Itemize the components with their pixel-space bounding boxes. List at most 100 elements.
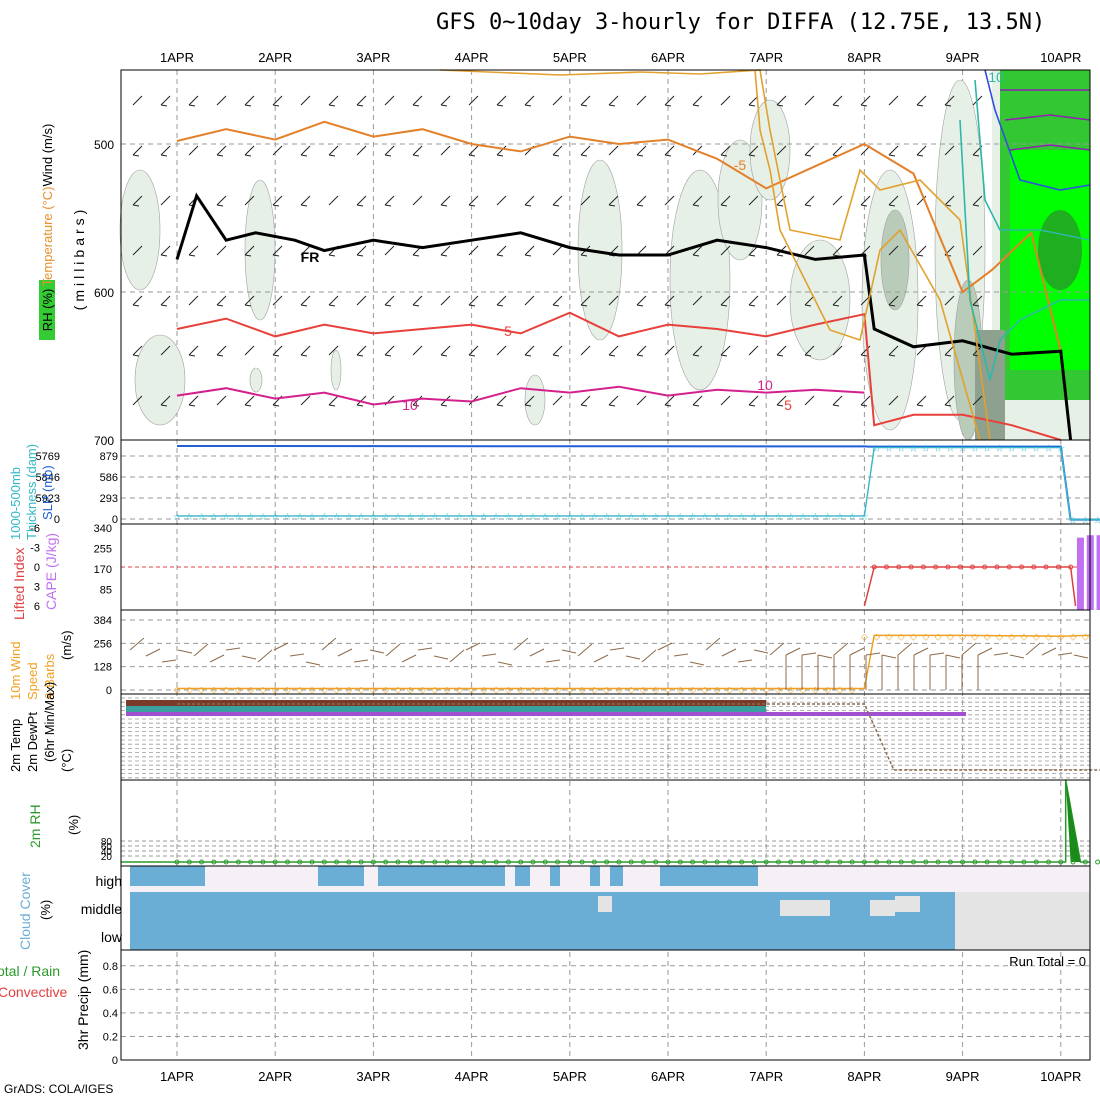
wind-barb	[664, 95, 675, 107]
temp-purple-band	[126, 712, 966, 716]
wind-barb	[356, 295, 367, 306]
ylabel-temp-2m: 2m DewPt	[25, 712, 40, 772]
wind-barb	[160, 95, 171, 107]
li-marker	[1043, 564, 1049, 570]
thickness-marker: ☆	[344, 512, 353, 523]
wind-barb	[860, 395, 871, 407]
thickness-marker: ☆	[811, 512, 820, 523]
wind-barb	[580, 95, 591, 107]
wind-barb	[552, 395, 563, 406]
rh-2m-marker	[1082, 859, 1088, 865]
rh-2m-marker	[542, 859, 548, 865]
wind-speed-marker: ◇	[309, 685, 316, 695]
thickness-marker: ☆	[1069, 516, 1078, 527]
wind-barb	[188, 95, 199, 107]
rh-2m-marker	[763, 859, 769, 865]
rh-blob	[789, 239, 851, 361]
x-tick-label-bottom: 6APR	[651, 1069, 685, 1084]
wind-barb	[160, 295, 171, 307]
wind-barb	[552, 95, 563, 106]
wind-barb-10m	[881, 654, 897, 659]
x-tick-label-bottom: 5APR	[553, 1069, 587, 1084]
rh-blob	[749, 99, 791, 201]
wind-barb	[832, 195, 843, 206]
wind-barb-10m	[689, 661, 705, 666]
ylabel-cloud-unit: (%)	[38, 900, 53, 920]
rh-2m-marker	[1021, 859, 1027, 865]
x-tick-label-bottom: 2APR	[258, 1069, 292, 1084]
rh-2m-marker	[370, 859, 376, 865]
wind-speed-marker: ◇	[554, 685, 561, 695]
ylabel-precip: 3hr Precip (mm)	[75, 950, 91, 1050]
wind-speed-marker: ◇	[370, 685, 377, 695]
li-marker	[982, 564, 988, 570]
cloud-empty	[955, 892, 1090, 950]
wind-barb	[272, 295, 283, 306]
wind-barb	[216, 145, 227, 157]
thickness-marker: ☆	[1056, 444, 1065, 455]
thickness-marker: ☆	[848, 512, 857, 523]
li-marker	[994, 564, 1000, 570]
wind-barb-10m	[833, 642, 849, 656]
cape-tick-label: 255	[94, 544, 112, 556]
wind-barb	[748, 295, 759, 307]
thickness-marker: ☆	[799, 512, 808, 523]
wind-barb	[496, 245, 507, 257]
wind-barb	[916, 195, 927, 206]
rh-tick-label: 40	[101, 847, 113, 858]
wind-barb	[860, 195, 871, 207]
cloud-gap	[598, 896, 612, 912]
temp-contour-freezing	[175, 192, 1073, 441]
rh-2m-marker	[591, 859, 597, 865]
wind-barb	[692, 195, 703, 207]
thickness-marker: ☆	[1032, 444, 1041, 455]
precip-tick-label: 0.6	[103, 984, 118, 996]
rh-2m-marker	[235, 859, 241, 865]
wind-barb	[440, 295, 451, 306]
wind-barb	[496, 195, 507, 206]
wind-speed-marker: ◇	[259, 685, 266, 695]
wind-barb-10m	[801, 652, 817, 656]
thickness-marker: ☆	[209, 512, 218, 523]
rh-blob	[669, 169, 731, 391]
wind-speed-marker: ◇	[247, 685, 254, 695]
wind-barb	[412, 295, 423, 307]
wind-speed-marker: ◇	[333, 685, 340, 695]
wind-barb	[300, 95, 311, 106]
ylabel-millibars-wrap: (millibars)	[71, 206, 87, 311]
x-tick-label-top: 6APR	[651, 50, 685, 65]
wind-barb-10m	[913, 647, 929, 656]
wind-barb	[412, 95, 423, 107]
wind-speed-marker: ◇	[1082, 631, 1089, 641]
wind-barb	[636, 295, 647, 307]
wind-tick-label: 0	[106, 685, 112, 697]
thickness-marker: ☆	[357, 512, 366, 523]
wind-barb-10m	[593, 654, 609, 663]
wind-barb	[272, 95, 283, 107]
wind-speed-marker: ◇	[1045, 631, 1052, 641]
wind-speed-marker: ◇	[530, 685, 537, 695]
wind-barb	[944, 345, 955, 357]
rh-blob	[134, 334, 186, 426]
wind-barb	[384, 245, 395, 256]
upper-wind-barbs	[132, 95, 983, 407]
slp-tick-label: 879	[100, 451, 118, 463]
rh-2m-marker	[186, 859, 192, 865]
x-tick-label-top: 7APR	[749, 50, 783, 65]
wind-speed-marker: ◇	[812, 685, 819, 695]
thickness-marker: ☆	[197, 512, 206, 523]
thickness-marker: ☆	[946, 444, 955, 455]
rh-2m-marker	[1009, 859, 1015, 865]
rh-legend-swatch	[39, 280, 55, 340]
temp-contour-10	[176, 385, 865, 406]
rh-2m-marker	[837, 859, 843, 865]
temp-contour-extra	[754, 69, 981, 441]
rh-2m-marker	[420, 859, 425, 865]
thickness-marker: ☆	[884, 444, 893, 455]
wind-barb	[328, 95, 339, 107]
wind-barb	[720, 195, 731, 207]
wind-speed-marker: ◇	[444, 685, 451, 695]
temp-contour-5	[176, 311, 1062, 441]
rh-2m-marker	[518, 859, 524, 865]
